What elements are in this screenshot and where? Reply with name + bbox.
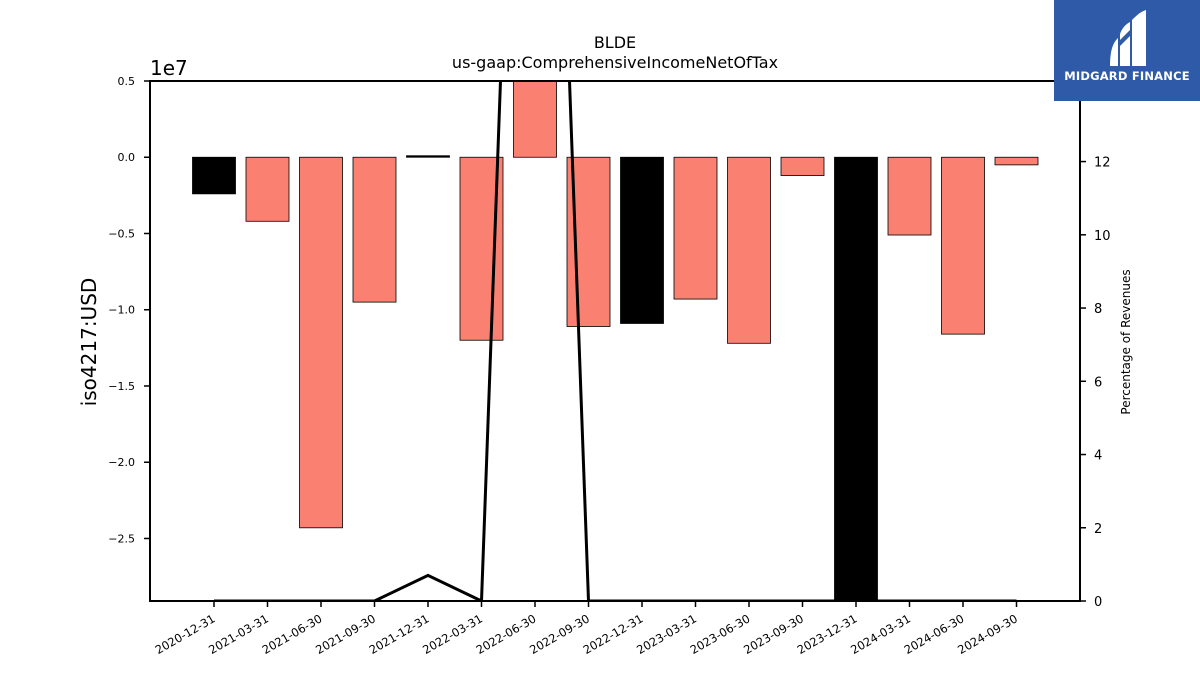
plot-area: 0.5 0.0 −0.5 −1.0 −1.5 −2.0 −2.5 0 2 4 6 8 10 12 2020-… — [108, 75, 1111, 657]
chart-title: BLDE — [594, 33, 636, 52]
x-tick-label: 2024-06-30 — [902, 611, 967, 657]
x-tick-label: 2023-12-31 — [795, 611, 860, 657]
bar-2021-12-31 — [406, 155, 450, 158]
y-tick-label: 0.5 — [118, 75, 136, 88]
bar-2021-03-31 — [245, 156, 290, 222]
bar-2022-12-31 — [620, 156, 664, 324]
y-tick-label: −2.0 — [108, 456, 135, 469]
chart-subtitle: us-gaap:ComprehensiveIncomeNetOfTax — [452, 53, 778, 72]
logo-brand-text: MIDGARD FINANCE — [1064, 69, 1190, 83]
y-tick-label: −1.5 — [108, 380, 135, 393]
x-tick-label: 2021-09-30 — [313, 611, 378, 657]
bar-2021-06-30 — [299, 156, 343, 529]
y2-tick-label: 2 — [1094, 522, 1102, 537]
bar-2024-09-30 — [994, 156, 1039, 166]
x-tick-label: 2021-06-30 — [260, 611, 325, 657]
bar-2024-06-30 — [941, 156, 985, 335]
y-tick-label: −2.5 — [108, 532, 135, 545]
y2-tick-label: 4 — [1094, 449, 1102, 464]
bar-2021-09-30 — [352, 156, 397, 303]
x-tick-label: 2022-09-30 — [527, 611, 592, 657]
plot-frame — [149, 80, 1081, 602]
bar-2020-12-31 — [192, 156, 236, 195]
y2-tick-label: 8 — [1094, 302, 1102, 317]
x-tick-label: 2023-06-30 — [688, 611, 753, 657]
x-tick-label: 2022-03-31 — [420, 611, 485, 657]
x-tick-label: 2022-12-31 — [581, 611, 646, 657]
bar-2023-12-31 — [834, 156, 878, 601]
y-scale-label: 1e7 — [150, 56, 188, 80]
y-tick-label: 0.0 — [118, 151, 136, 164]
x-tick-label: 2023-09-30 — [741, 611, 806, 657]
x-tick-label: 2023-03-31 — [634, 611, 699, 657]
y2-axis-label: Percentage of Revenues — [1119, 269, 1133, 414]
bar-2024-03-31 — [887, 156, 932, 236]
midgard-logo-icon — [1110, 10, 1146, 66]
bar-2023-06-30 — [727, 156, 771, 344]
x-tick-label: 2022-06-30 — [474, 611, 539, 657]
y2-tick-label: 12 — [1094, 156, 1111, 171]
x-tick-label: 2020-12-31 — [153, 611, 218, 657]
bar-2023-09-30 — [780, 156, 825, 176]
y-tick-label: −0.5 — [108, 227, 135, 240]
y2-tick-label: 10 — [1094, 229, 1111, 244]
midgard-logo: MIDGARD FINANCE — [1054, 0, 1200, 101]
x-tick-label: 2024-09-30 — [955, 611, 1020, 657]
bar-2022-06-30 — [513, 81, 557, 158]
y2-tick-label: 0 — [1094, 595, 1102, 610]
x-tick-label: 2024-03-31 — [848, 611, 913, 657]
x-tick-label: 2021-03-31 — [206, 611, 271, 657]
y2-tick-label: 6 — [1094, 375, 1102, 390]
y-axis-label: iso4217:USD — [77, 278, 101, 407]
y-tick-label: −1.0 — [108, 304, 135, 317]
x-tick-label: 2021-12-31 — [367, 611, 432, 657]
bar-2023-03-31 — [673, 156, 718, 300]
